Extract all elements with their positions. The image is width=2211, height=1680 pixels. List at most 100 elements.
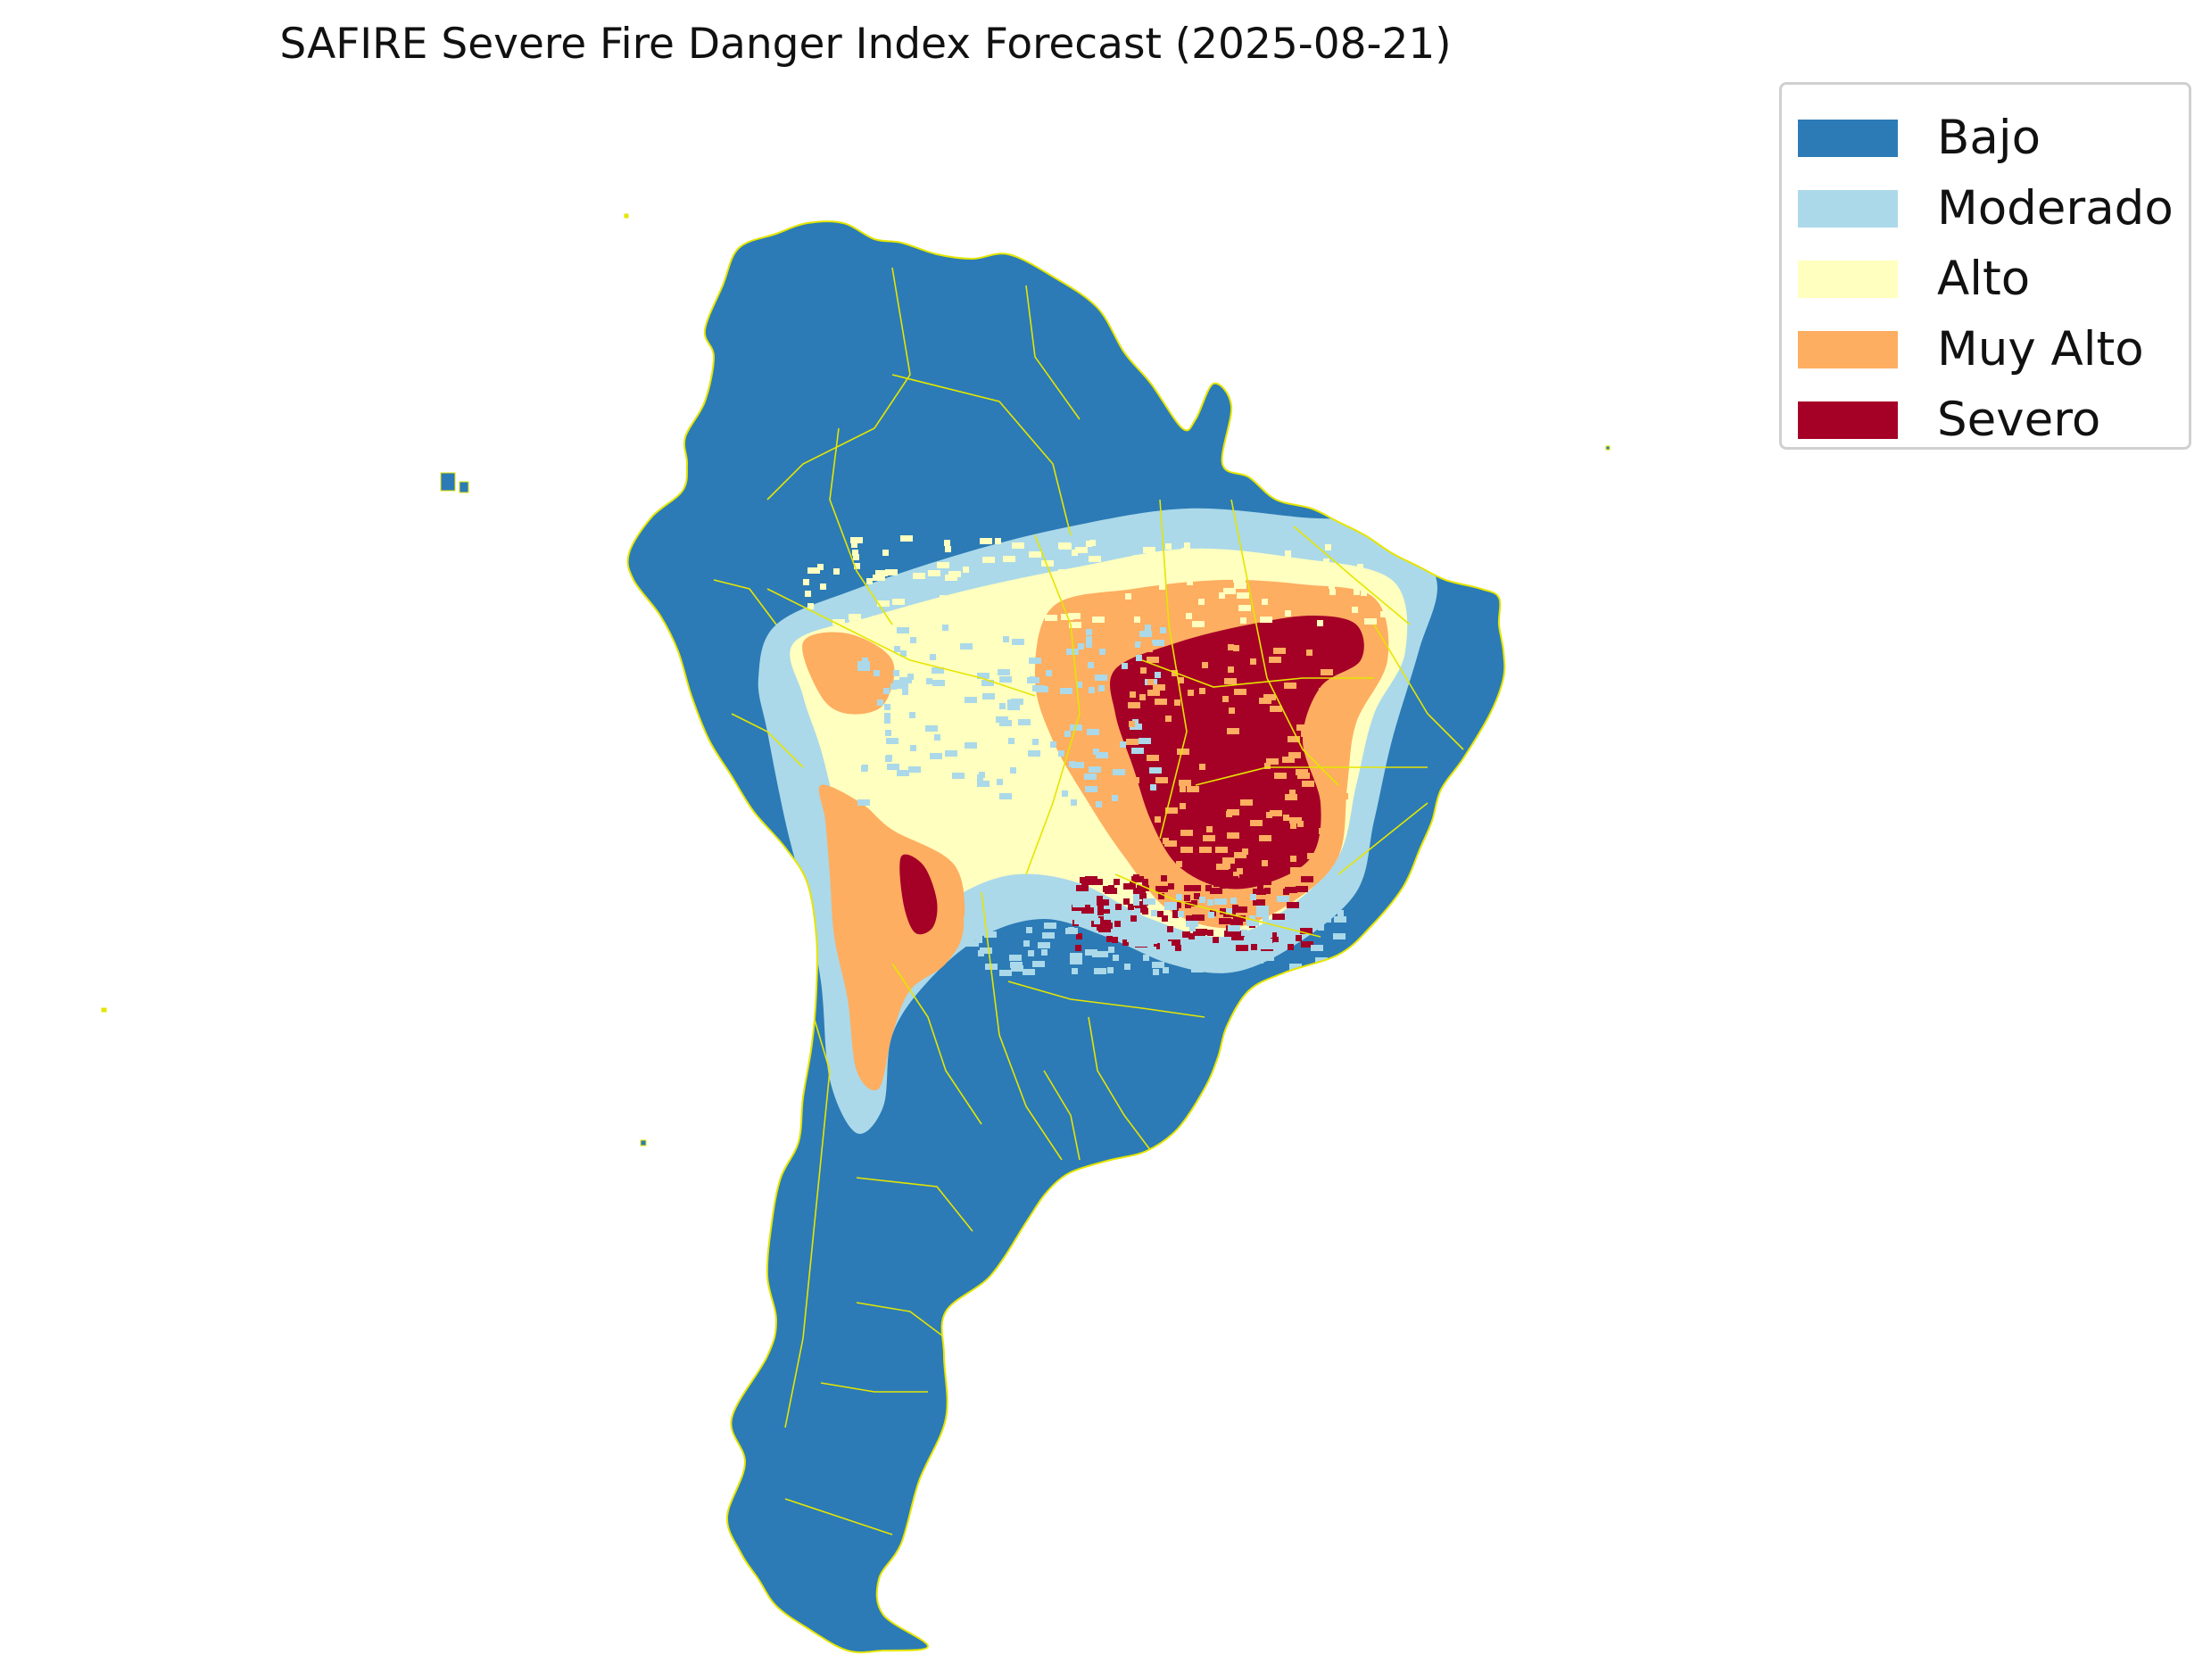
danger-speckle [1220, 908, 1226, 914]
danger-speckle [998, 669, 1010, 675]
danger-speckle [850, 537, 863, 543]
danger-speckle [1046, 670, 1052, 676]
danger-speckle [1380, 611, 1393, 617]
danger-speckle [980, 918, 986, 924]
danger-speckle [999, 720, 1012, 726]
danger-speckle [979, 772, 985, 778]
danger-speckle [1155, 699, 1167, 705]
danger-speckle [1076, 933, 1082, 939]
danger-speckle [1325, 544, 1331, 550]
danger-speckle [982, 693, 995, 699]
danger-speckle [1177, 749, 1189, 755]
danger-speckle [1266, 812, 1272, 818]
danger-speckle [1068, 927, 1074, 933]
danger-speckle [1180, 786, 1186, 792]
danger-speckle [885, 569, 898, 575]
danger-speckle [1128, 904, 1134, 910]
danger-speckle [1229, 708, 1235, 714]
danger-speckle [1133, 899, 1139, 906]
danger-speckle [1027, 895, 1039, 901]
danger-speckle [1322, 768, 1335, 774]
danger-speckle [1072, 968, 1078, 974]
danger-speckle [1094, 918, 1100, 924]
admin-border-line [1373, 624, 1464, 750]
danger-speckle [978, 950, 984, 956]
danger-speckle [1032, 739, 1039, 745]
danger-speckle [1260, 617, 1272, 623]
danger-speckle [1139, 694, 1146, 700]
galapagos-island [440, 472, 456, 492]
danger-speckle [1149, 767, 1162, 774]
danger-speckle [1072, 550, 1078, 556]
legend-item-bajo: Bajo [1798, 103, 2189, 173]
danger-speckle [1124, 964, 1130, 970]
danger-speckle [1096, 801, 1102, 807]
danger-speckle [1167, 926, 1173, 932]
danger-speckle [1222, 696, 1229, 702]
danger-speckle [1131, 748, 1144, 754]
danger-speckle [1232, 963, 1245, 969]
danger-speckle [1285, 887, 1297, 893]
danger-speckle [1042, 596, 1055, 602]
danger-speckle [1154, 943, 1160, 949]
danger-speckle [1274, 773, 1287, 779]
danger-speckle [1137, 885, 1149, 891]
danger-speckle [1112, 795, 1118, 801]
danger-speckle [1066, 649, 1079, 655]
danger-speckle [875, 570, 888, 576]
danger-speckle [995, 538, 1001, 544]
danger-speckle [1152, 962, 1164, 968]
danger-speckle [1273, 648, 1286, 654]
danger-speckle [893, 680, 899, 686]
danger-speckle [1128, 579, 1134, 585]
danger-speckle [900, 535, 913, 542]
legend-swatch-muy-alto [1798, 330, 1898, 368]
danger-speckle [1133, 874, 1139, 881]
danger-speckle [1044, 580, 1056, 586]
danger-speckle [1180, 803, 1186, 809]
danger-speckle [930, 753, 942, 759]
danger-speckle [1004, 623, 1016, 629]
admin-border-line [856, 1302, 947, 1339]
danger-speckle [1272, 937, 1279, 943]
danger-speckle [1096, 752, 1108, 758]
danger-speckle [1127, 936, 1133, 942]
danger-speckle [1296, 935, 1302, 941]
danger-speckle [852, 550, 858, 556]
danger-speckle [1227, 809, 1239, 815]
danger-speckle [1128, 827, 1140, 833]
danger-speckle [1261, 943, 1273, 949]
danger-speckle [910, 745, 916, 751]
danger-speckle [1319, 688, 1331, 694]
danger-speckle [1206, 826, 1213, 832]
danger-speckle [1228, 666, 1234, 673]
danger-speckle [1125, 593, 1131, 600]
danger-speckle [1112, 937, 1118, 943]
danger-speckle [1092, 617, 1105, 623]
danger-speckle [1097, 909, 1110, 915]
danger-speckle [1224, 863, 1230, 869]
danger-speckle [1097, 899, 1109, 906]
danger-speckle [1086, 641, 1092, 648]
legend-label-moderado: Moderado [1937, 181, 2174, 236]
danger-speckle [1172, 912, 1179, 918]
danger-speckle [1226, 908, 1232, 914]
danger-speckle [1302, 904, 1308, 910]
danger-speckle [932, 570, 939, 576]
danger-speckle [1076, 682, 1082, 688]
offshore-island [101, 1007, 107, 1013]
legend-label-severo: Severo [1937, 393, 2101, 447]
admin-border-line [829, 427, 893, 625]
legend-item-muy-alto: Muy Alto [1798, 314, 2189, 385]
danger-speckle [930, 654, 936, 660]
danger-speckle [1224, 678, 1237, 684]
danger-speckle [1333, 933, 1346, 939]
danger-speckle [1311, 897, 1323, 903]
danger-speckle [1224, 931, 1237, 937]
danger-speckle [1060, 688, 1072, 694]
danger-speckle [1038, 942, 1050, 948]
danger-speckle [1264, 888, 1271, 894]
danger-speckle [1289, 817, 1302, 823]
danger-speckle [1126, 739, 1139, 745]
coastline [626, 220, 1506, 1654]
